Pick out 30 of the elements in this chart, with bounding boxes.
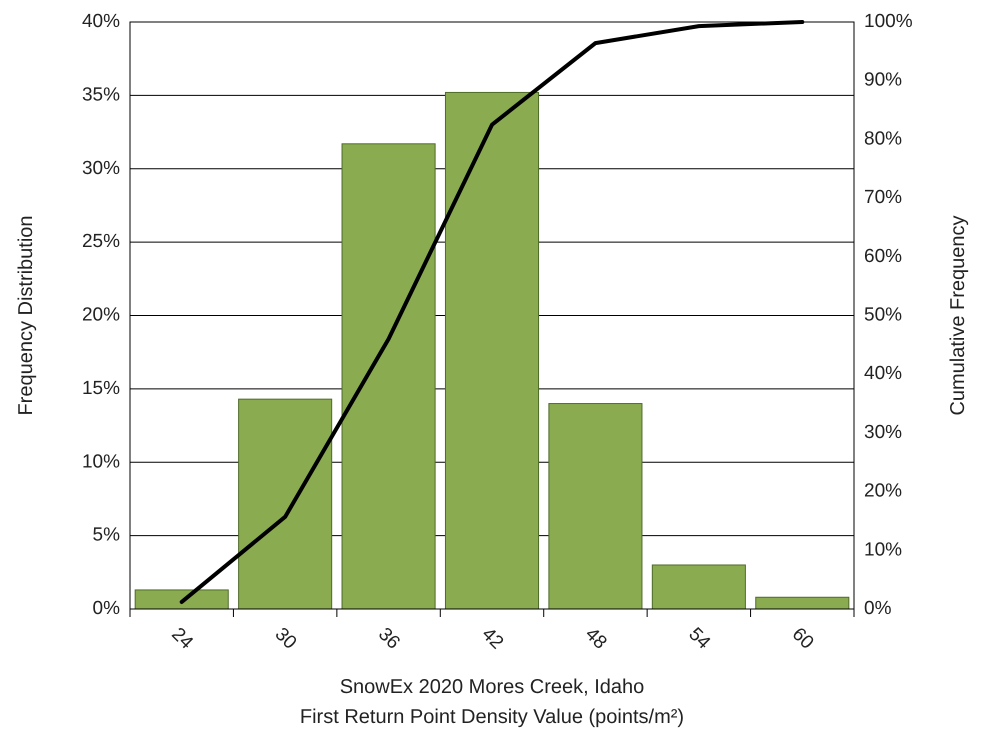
y-tick-label: 0%	[92, 598, 120, 620]
y2-tick-label: 10%	[864, 539, 902, 560]
y-tick-label: 30%	[82, 158, 120, 179]
y2-tick-label: 100%	[864, 11, 913, 32]
y-tick-label: 25%	[82, 231, 120, 252]
x-tick-label: 60	[788, 624, 818, 654]
y-tick-label: 20%	[82, 304, 120, 326]
y2-tick-label: 50%	[864, 304, 902, 326]
x-tick-label: 30	[270, 624, 300, 654]
y2-tick-label: 90%	[864, 70, 902, 91]
y2-tick-label: 20%	[864, 480, 902, 502]
y2-axis-title: Cumulative Frequency	[947, 215, 969, 416]
x-tick-label: 42	[477, 624, 508, 654]
y2-tick-label: 0%	[864, 598, 892, 620]
y-axis-title: Frequency Distribution	[15, 215, 37, 416]
y2-tick-label: 30%	[864, 422, 902, 443]
x-tick-label: 24	[167, 624, 198, 654]
x-tick-label: 48	[580, 624, 611, 654]
y-tick-label: 15%	[82, 378, 120, 399]
y-tick-label: 5%	[92, 524, 120, 546]
y2-tick-label: 60%	[864, 246, 902, 267]
y-tick-label: 40%	[82, 11, 120, 32]
y2-tick-label: 40%	[864, 363, 902, 384]
y-tick-label: 35%	[82, 84, 120, 106]
x-tick-label: 36	[374, 624, 404, 654]
y2-tick-label: 70%	[864, 187, 902, 208]
y-tick-label: 10%	[82, 451, 120, 472]
x-axis-title: SnowEx 2020 Mores Creek, Idaho First Return Point Density Value (points/m²)	[300, 676, 684, 728]
x-tick-label: 54	[684, 624, 714, 654]
y2-tick-label: 80%	[864, 128, 902, 150]
